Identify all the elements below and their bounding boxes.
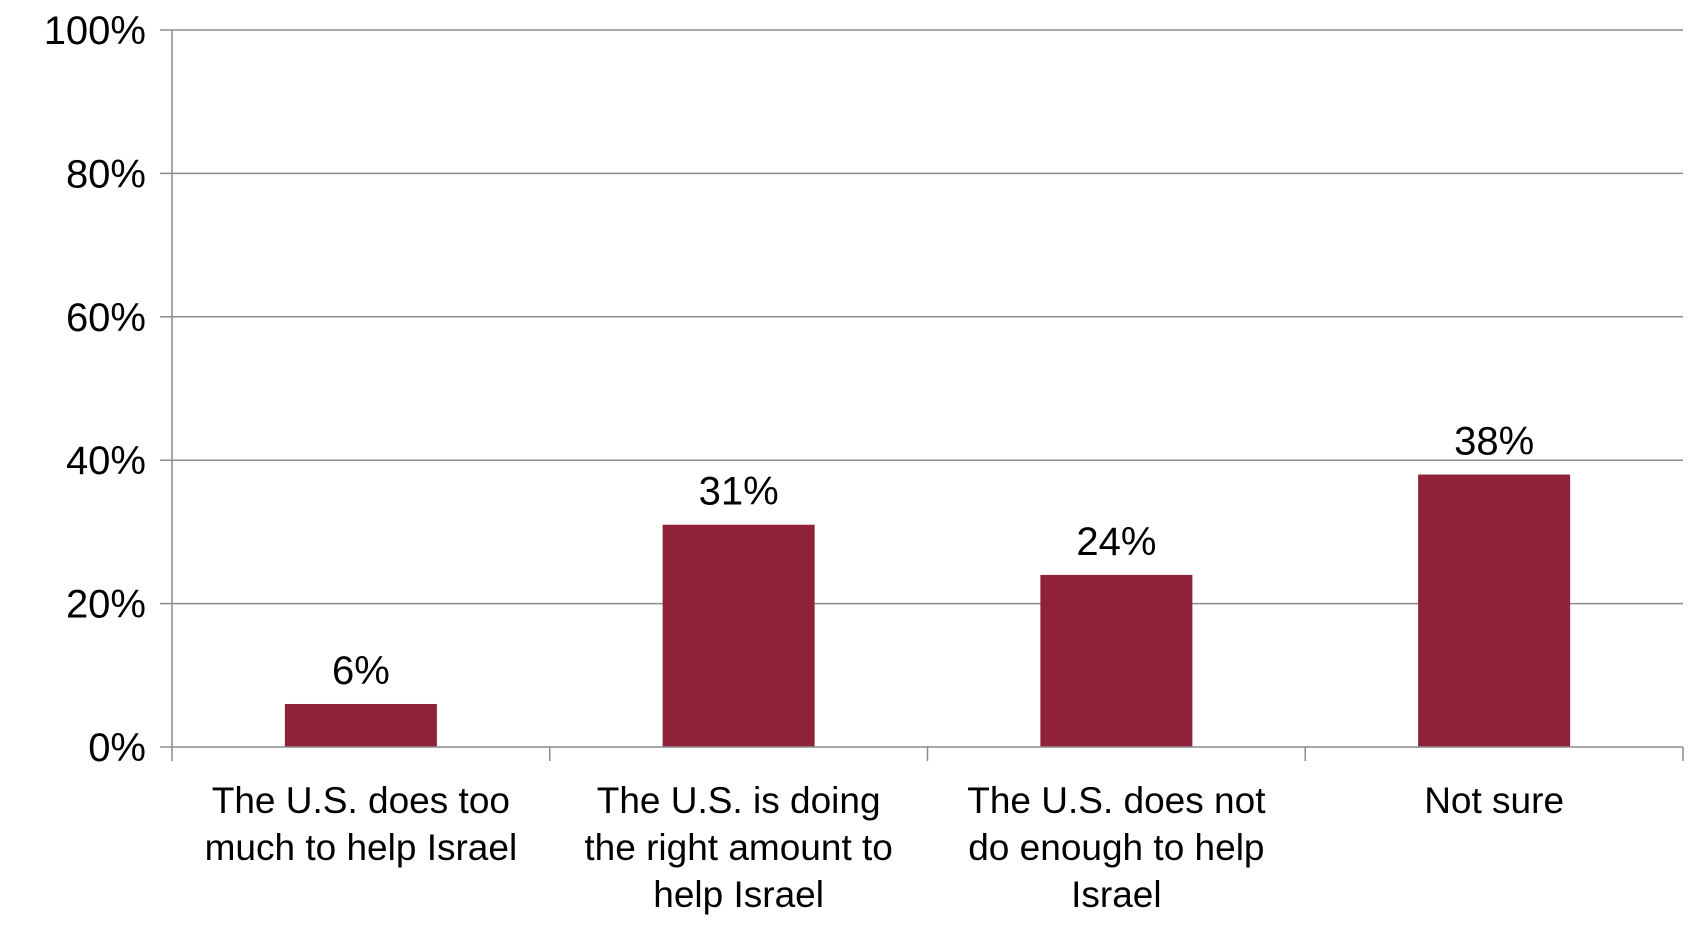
bars (284, 474, 1571, 747)
x-category-label-line: The U.S. does too (212, 780, 510, 821)
x-category-label-line: much to help Israel (205, 827, 518, 868)
y-tick-label: 0% (88, 726, 146, 770)
y-tick-label: 60% (66, 296, 146, 340)
x-category-label-line: Not sure (1424, 780, 1564, 821)
x-category-label: The U.S. does not do enough to help Israel (967, 780, 1266, 915)
x-category-label-line: the right amount to (584, 827, 893, 868)
bar (662, 524, 815, 747)
x-category-label-line: do enough to help (968, 827, 1264, 868)
x-category-label-line: help Israel (653, 874, 824, 915)
data-label: 38% (1454, 420, 1534, 464)
data-labels: 6% 31% 24% 38% (332, 420, 1534, 693)
x-category-label-line: Israel (1071, 874, 1161, 915)
x-category-label: The U.S. is doing the right amount to help… (584, 780, 893, 915)
y-tick-labels: 0% 20% 40% 60% 80% 100% (44, 9, 146, 770)
y-tick-label: 80% (66, 152, 146, 196)
bar (284, 703, 437, 747)
x-tick-labels: The U.S. does too much to help IsraelThe … (205, 780, 1564, 915)
bar (1418, 474, 1571, 747)
y-tick-label: 40% (66, 439, 146, 483)
y-tick-label: 100% (44, 9, 146, 53)
data-label: 31% (699, 470, 779, 514)
bar (1040, 574, 1193, 747)
x-category-label-line: The U.S. is doing (597, 780, 881, 821)
axes (160, 29, 1684, 761)
x-category-label: Not sure (1424, 780, 1564, 821)
data-label: 24% (1076, 520, 1156, 564)
x-category-label: The U.S. does too much to help Israel (205, 780, 518, 868)
y-tick-label: 20% (66, 583, 146, 627)
data-label: 6% (332, 649, 390, 693)
x-category-label-line: The U.S. does not (967, 780, 1266, 821)
